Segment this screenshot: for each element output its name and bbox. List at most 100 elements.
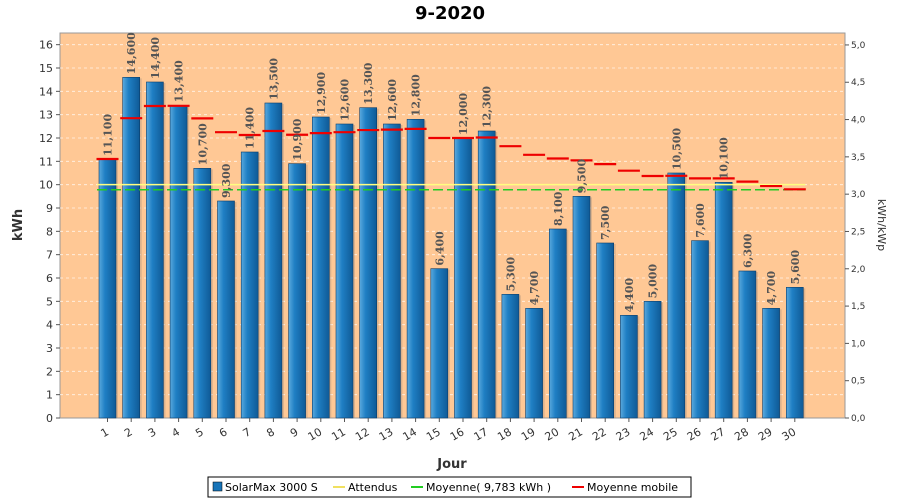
x-tick-label-20: 20 bbox=[543, 425, 562, 443]
y-axis-right: 0,0 0,5 1,0 1,5 2,0 2,5 3,0 3,5 4,0 4,5 5,0 bbox=[845, 41, 866, 424]
bar-day-1 bbox=[98, 158, 117, 419]
y-tick-label-8: 8 bbox=[46, 225, 53, 238]
x-axis-title: Jour bbox=[436, 457, 467, 472]
bar-day-12 bbox=[359, 107, 378, 419]
y2-tick-label-8: 4,0 bbox=[851, 116, 866, 126]
bar-day-4 bbox=[169, 105, 188, 419]
bar-day-8 bbox=[264, 102, 283, 419]
bar-day-5 bbox=[193, 168, 212, 419]
x-tick-label-29: 29 bbox=[756, 425, 775, 443]
data-label-day-24: 5,000 bbox=[647, 264, 660, 299]
x-tick-label-1: 1 bbox=[98, 425, 111, 440]
legend-item-moyenne-mobile: Moyenne mobile bbox=[572, 481, 678, 494]
x-tick-label-9: 9 bbox=[288, 425, 301, 440]
x-tick-label-3: 3 bbox=[146, 425, 159, 440]
y2-tick-label-2: 1,0 bbox=[851, 339, 866, 349]
y-tick-label-4: 4 bbox=[46, 319, 53, 332]
bar-day-2 bbox=[122, 77, 140, 419]
data-label-day-19: 4,700 bbox=[528, 271, 541, 306]
bar-day-10 bbox=[311, 116, 330, 419]
y-tick-label-16: 16 bbox=[39, 39, 53, 52]
bar-day-19 bbox=[525, 308, 543, 419]
data-label-day-4: 13,400 bbox=[173, 60, 186, 102]
y-tick-label-7: 7 bbox=[46, 249, 53, 262]
bar-day-14 bbox=[406, 119, 425, 419]
bar-day-6 bbox=[217, 200, 235, 419]
legend: SolarMax 3000 S Attendus Moyenne( 9,783 … bbox=[207, 476, 692, 498]
y2-tick-label-5: 2,5 bbox=[851, 227, 865, 237]
data-label-day-2: 14,600 bbox=[125, 32, 138, 74]
bar-day-13 bbox=[383, 123, 401, 419]
data-label-day-29: 4,700 bbox=[765, 271, 778, 306]
bar-day-30 bbox=[785, 287, 804, 419]
data-label-day-13: 12,600 bbox=[386, 79, 399, 121]
data-label-day-14: 12,800 bbox=[410, 74, 423, 116]
y2-tick-label-1: 0,5 bbox=[851, 377, 865, 387]
y-axis-title: kWh bbox=[11, 209, 26, 241]
data-label-day-8: 13,500 bbox=[267, 58, 280, 100]
data-label-day-20: 8,100 bbox=[552, 191, 565, 226]
legend-item-solarmax: SolarMax 3000 S bbox=[212, 481, 318, 494]
data-label-day-30: 5,600 bbox=[789, 250, 802, 285]
bar-day-7 bbox=[240, 151, 259, 419]
plot-area bbox=[59, 32, 846, 419]
x-tick-label-15: 15 bbox=[424, 425, 443, 443]
legend-label-moyenne: Moyenne( 9,783 kWh ) bbox=[426, 481, 551, 494]
x-tick-label-4: 4 bbox=[170, 425, 183, 440]
data-label-day-23: 4,400 bbox=[623, 278, 636, 313]
bar-day-16 bbox=[454, 137, 472, 419]
legend-label-solarmax: SolarMax 3000 S bbox=[225, 481, 318, 494]
y2-tick-label-0: 0,0 bbox=[851, 414, 866, 424]
bar-day-22 bbox=[596, 242, 615, 419]
legend-label-attendus: Attendus bbox=[348, 481, 398, 494]
x-axis: 1 2 3 4 5 6 7 8 9 10 11 12 13 14 15 16 17 18 19 20 21 22 23 24 2… bbox=[98, 418, 798, 444]
data-label-day-11: 12,600 bbox=[339, 79, 352, 121]
x-tick-label-14: 14 bbox=[400, 425, 419, 443]
data-labels: 11,100 14,600 14,400 13,400 10,700 9,300 11,40… bbox=[102, 32, 802, 312]
bar-day-25 bbox=[667, 172, 686, 419]
y2-tick-label-10: 5,0 bbox=[851, 41, 866, 51]
bar-day-27 bbox=[714, 182, 733, 419]
y2-axis-title: kWh/kWp bbox=[875, 199, 888, 251]
data-label-day-22: 7,500 bbox=[599, 205, 612, 240]
x-tick-label-17: 17 bbox=[472, 425, 491, 443]
data-label-day-18: 5,300 bbox=[504, 257, 517, 292]
x-tick-label-11: 11 bbox=[329, 425, 348, 443]
data-label-day-5: 10,700 bbox=[196, 123, 209, 165]
y-tick-label-13: 13 bbox=[39, 109, 53, 122]
data-label-day-12: 13,300 bbox=[362, 62, 375, 104]
data-label-day-1: 11,100 bbox=[102, 114, 115, 156]
legend-label-moyenne-mobile: Moyenne mobile bbox=[587, 481, 678, 494]
bar-day-11 bbox=[335, 123, 354, 419]
x-tick-label-7: 7 bbox=[241, 425, 254, 440]
y2-tick-label-7: 3,5 bbox=[851, 153, 865, 163]
data-label-day-10: 12,900 bbox=[315, 72, 328, 114]
grid-lines bbox=[60, 44, 845, 396]
data-label-day-25: 10,500 bbox=[670, 128, 683, 170]
data-label-day-28: 6,300 bbox=[741, 233, 754, 268]
x-tick-label-10: 10 bbox=[306, 425, 325, 443]
x-tick-label-19: 19 bbox=[519, 425, 538, 443]
data-label-day-21: 9,500 bbox=[576, 159, 589, 194]
data-label-day-9: 10,900 bbox=[291, 118, 304, 160]
y-tick-label-6: 6 bbox=[46, 272, 53, 285]
bar-day-28 bbox=[738, 270, 757, 419]
data-label-day-27: 10,100 bbox=[718, 137, 731, 179]
x-tick-label-13: 13 bbox=[377, 425, 396, 443]
x-tick-label-12: 12 bbox=[353, 425, 372, 443]
y-tick-label-1: 1 bbox=[46, 389, 53, 402]
bar-day-24 bbox=[643, 301, 662, 419]
x-tick-label-21: 21 bbox=[566, 425, 585, 443]
y-tick-label-15: 15 bbox=[39, 62, 53, 75]
y2-tick-label-9: 4,5 bbox=[851, 78, 865, 88]
y2-tick-label-4: 2,0 bbox=[851, 265, 866, 275]
bar-day-9 bbox=[288, 163, 306, 419]
data-label-day-3: 14,400 bbox=[149, 37, 162, 79]
y-tick-label-2: 2 bbox=[46, 365, 53, 378]
bars bbox=[98, 77, 806, 419]
y-tick-label-5: 5 bbox=[46, 295, 53, 308]
x-tick-label-16: 16 bbox=[448, 425, 467, 443]
y-tick-label-0: 0 bbox=[46, 412, 53, 425]
x-tick-label-27: 27 bbox=[709, 425, 728, 443]
